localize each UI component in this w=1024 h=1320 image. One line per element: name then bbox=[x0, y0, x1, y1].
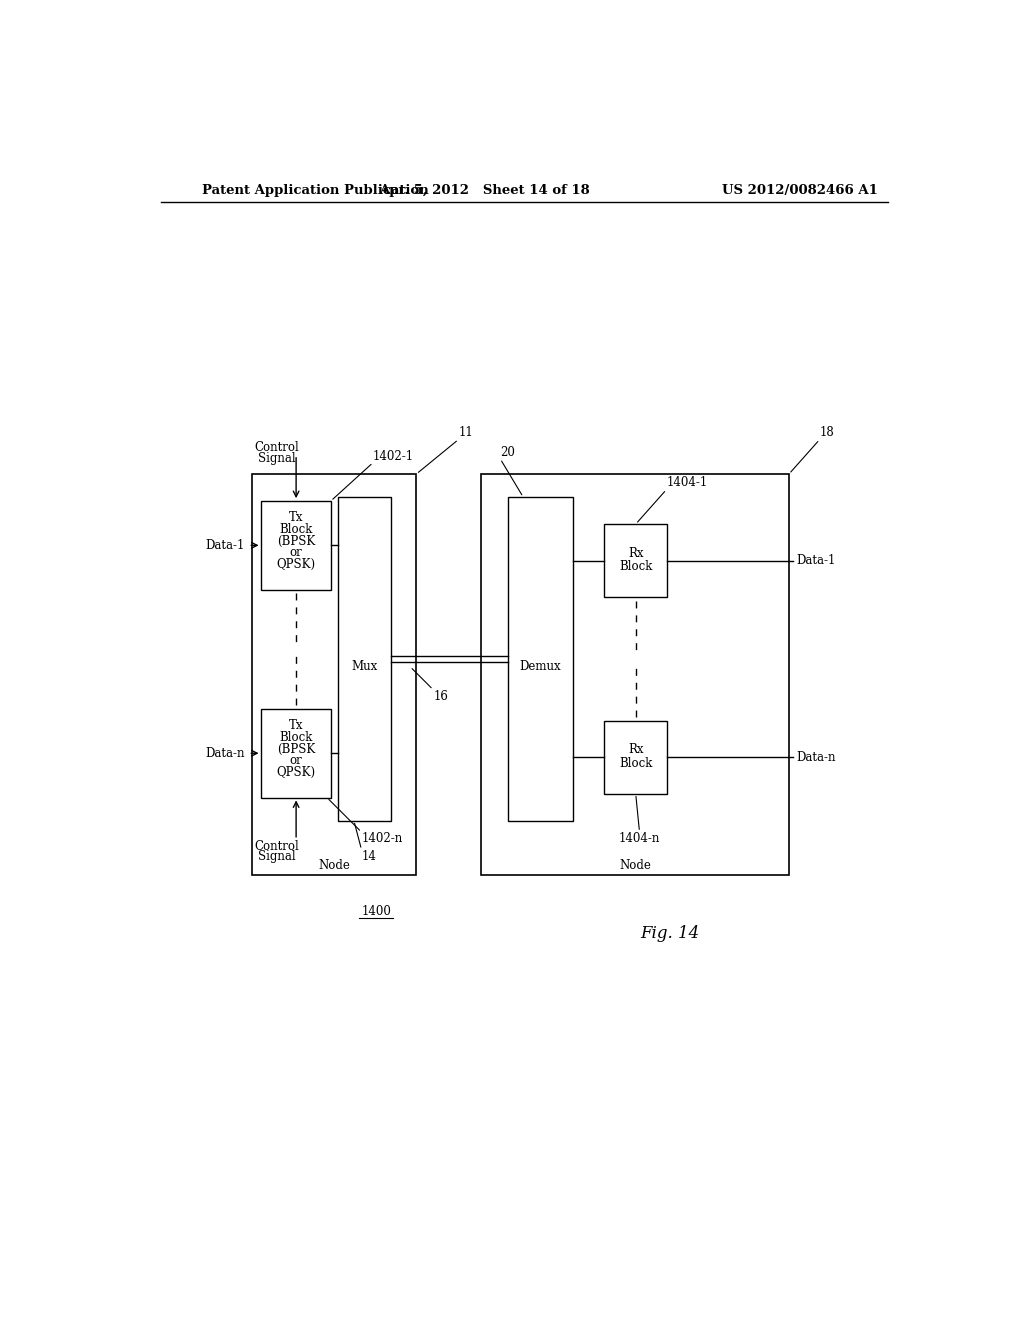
Text: or: or bbox=[290, 546, 302, 560]
Bar bbox=[261, 502, 331, 590]
Text: 20: 20 bbox=[500, 446, 515, 459]
Text: Data-n: Data-n bbox=[797, 751, 837, 763]
Text: 16: 16 bbox=[433, 689, 449, 702]
Text: Signal: Signal bbox=[258, 453, 296, 465]
Text: 1402-n: 1402-n bbox=[361, 832, 402, 845]
Bar bbox=[604, 524, 668, 598]
Text: Block: Block bbox=[280, 731, 312, 744]
Bar bbox=[339, 498, 391, 821]
Bar bbox=[604, 721, 668, 793]
Text: Data-n: Data-n bbox=[205, 747, 245, 760]
Text: Mux: Mux bbox=[351, 660, 378, 673]
Text: 1400: 1400 bbox=[361, 906, 391, 919]
Text: 1404-1: 1404-1 bbox=[667, 477, 708, 490]
Text: Patent Application Publication: Patent Application Publication bbox=[202, 185, 429, 197]
Text: Control: Control bbox=[255, 840, 299, 853]
Text: Demux: Demux bbox=[520, 660, 561, 673]
Text: QPSK): QPSK) bbox=[276, 766, 315, 779]
Text: 1402-1: 1402-1 bbox=[373, 450, 415, 462]
Text: 1404-n: 1404-n bbox=[618, 832, 660, 845]
Text: US 2012/0082466 A1: US 2012/0082466 A1 bbox=[722, 185, 878, 197]
Text: Node: Node bbox=[318, 859, 350, 871]
Text: Tx: Tx bbox=[289, 511, 303, 524]
Bar bbox=[252, 474, 416, 875]
Text: Signal: Signal bbox=[258, 850, 296, 863]
Text: 14: 14 bbox=[361, 850, 377, 863]
Text: Rx: Rx bbox=[628, 743, 643, 756]
Text: (BPSK: (BPSK bbox=[276, 535, 315, 548]
Text: Apr. 5, 2012   Sheet 14 of 18: Apr. 5, 2012 Sheet 14 of 18 bbox=[379, 185, 590, 197]
Bar bbox=[508, 498, 573, 821]
Text: QPSK): QPSK) bbox=[276, 557, 315, 570]
Text: Node: Node bbox=[618, 859, 651, 871]
Text: or: or bbox=[290, 754, 302, 767]
Text: Rx: Rx bbox=[628, 546, 643, 560]
Text: 11: 11 bbox=[459, 426, 473, 440]
Text: Block: Block bbox=[618, 756, 652, 770]
Bar bbox=[481, 474, 788, 875]
Text: Block: Block bbox=[618, 561, 652, 573]
Text: Control: Control bbox=[255, 441, 299, 454]
Text: (BPSK: (BPSK bbox=[276, 742, 315, 755]
Text: 18: 18 bbox=[819, 426, 835, 440]
Text: Data-1: Data-1 bbox=[797, 554, 836, 568]
Text: Tx: Tx bbox=[289, 719, 303, 733]
Text: Data-1: Data-1 bbox=[205, 539, 245, 552]
Bar bbox=[261, 709, 331, 797]
Text: Fig. 14: Fig. 14 bbox=[640, 924, 699, 941]
Text: Block: Block bbox=[280, 523, 312, 536]
